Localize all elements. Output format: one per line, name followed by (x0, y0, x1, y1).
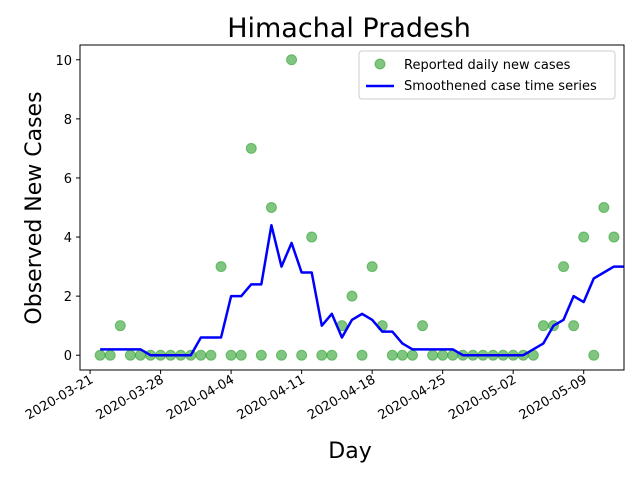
reported-case-point (396, 349, 408, 361)
reported-case-point (346, 290, 358, 302)
x-axis-label: Day (328, 439, 371, 464)
reported-case-point (406, 349, 418, 361)
reported-case-point (588, 349, 600, 361)
reported-case-point (537, 320, 549, 332)
reported-case-point (104, 349, 116, 361)
y-tick-label: 10 (55, 54, 72, 69)
y-axis-label: Observed New Cases (22, 91, 47, 324)
y-tick-label: 4 (64, 231, 72, 246)
reported-case-point (608, 231, 620, 243)
legend: Reported daily new cases Smoothened case… (358, 50, 616, 100)
plot-frame (79, 44, 625, 371)
y-tick-label: 8 (64, 113, 72, 128)
reported-case-point (558, 261, 570, 273)
reported-case-point (235, 349, 247, 361)
reported-case-point (598, 202, 610, 213)
reported-case-point (114, 320, 126, 332)
reported-case-point (427, 349, 439, 361)
reported-case-point (326, 349, 338, 361)
legend-box (358, 50, 616, 100)
reported-case-point (386, 349, 398, 361)
reported-case-point (255, 349, 267, 361)
reported-case-point (205, 349, 217, 361)
reported-case-point (195, 349, 207, 361)
reported-case-point (366, 261, 378, 273)
reported-case-point (306, 231, 318, 243)
y-tick-label: 0 (64, 349, 72, 364)
reported-case-point (578, 231, 590, 243)
legend-marker-reported (374, 58, 386, 70)
reported-case-point (225, 349, 237, 361)
reported-case-point (356, 349, 368, 361)
y-tick-label: 6 (64, 172, 72, 187)
reported-case-point (215, 261, 227, 273)
reported-case-point (437, 349, 449, 361)
legend-label-reported: Reported daily new cases (404, 58, 571, 73)
reported-case-point (275, 349, 287, 361)
smoothened-series-line (100, 223, 624, 357)
reported-case-point (124, 349, 136, 361)
reported-case-point (316, 349, 328, 361)
reported-case-point (265, 202, 277, 213)
legend-label-smoothened: Smoothened case time series (404, 79, 597, 94)
reported-case-point (245, 142, 257, 154)
reported-case-point (94, 349, 106, 361)
reported-case-point (568, 320, 580, 332)
chart-title: Himachal Pradesh (227, 13, 471, 44)
y-tick-label: 2 (64, 290, 72, 305)
reported-case-point (417, 320, 429, 332)
reported-case-point (286, 54, 298, 66)
reported-case-point (296, 349, 308, 361)
